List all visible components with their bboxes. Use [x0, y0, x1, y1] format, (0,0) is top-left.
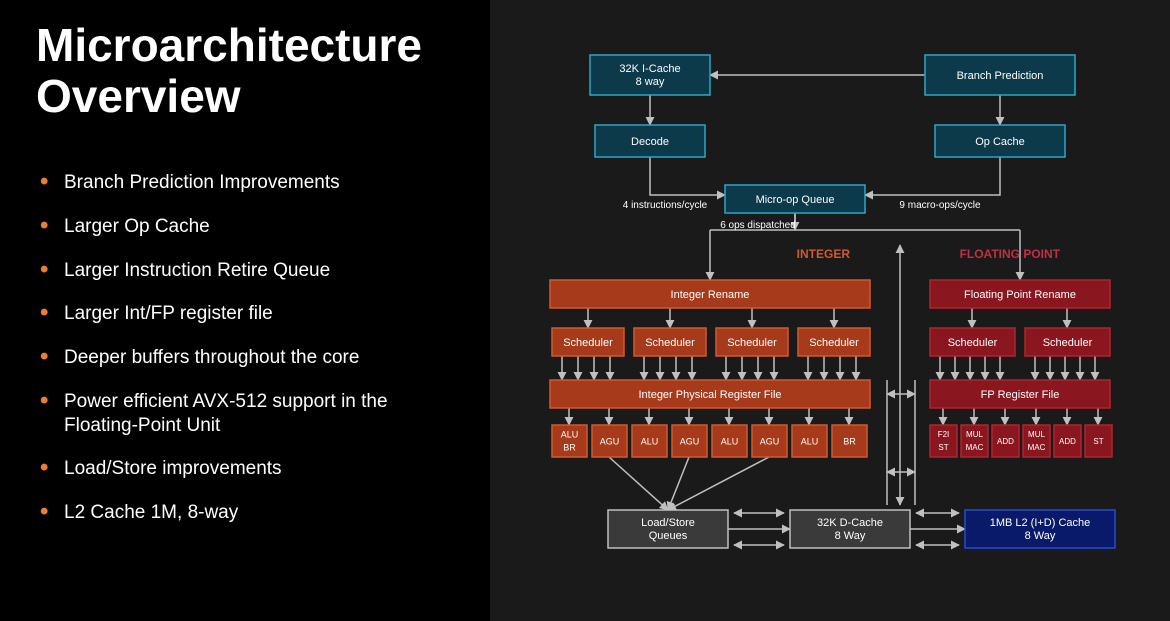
integer-label: INTEGER — [797, 247, 851, 261]
annotation-disp6: 6 ops dispatched — [720, 220, 796, 231]
box-fsch2: Scheduler — [1025, 328, 1110, 356]
svg-text:8 Way: 8 Way — [1025, 530, 1056, 542]
svg-text:Integer Physical Register File: Integer Physical Register File — [638, 389, 781, 401]
svg-text:Scheduler: Scheduler — [645, 337, 695, 349]
box-fsch1: Scheduler — [930, 328, 1015, 356]
bullet-item: Load/Store improvements — [36, 457, 460, 481]
annotation-inst4: 4 instructions/cycle — [623, 200, 708, 211]
box-agu3: AGU — [752, 425, 787, 457]
svg-text:Decode: Decode — [631, 136, 669, 148]
box-f2i: F2I ST — [930, 425, 957, 457]
box-isch1: Scheduler — [552, 328, 624, 356]
box-st: ST — [1085, 425, 1112, 457]
bullet-item: Branch Prediction Improvements — [36, 171, 460, 195]
box-br: BR — [832, 425, 867, 457]
box-branch: Branch Prediction — [925, 55, 1075, 95]
svg-text:MUL: MUL — [966, 430, 983, 439]
svg-text:AGU: AGU — [760, 436, 780, 446]
svg-text:ST: ST — [1093, 437, 1103, 446]
box-alu1: ALU BR — [552, 425, 587, 457]
box-fpren: Floating Point Rename — [930, 280, 1110, 308]
svg-text:Scheduler: Scheduler — [563, 337, 613, 349]
box-l2: 1MB L2 (I+D) Cache8 Way — [965, 510, 1115, 548]
svg-text:ALU: ALU — [561, 429, 579, 439]
svg-text:Scheduler: Scheduler — [1043, 337, 1093, 349]
box-agu1: AGU — [592, 425, 627, 457]
svg-text:Load/Store: Load/Store — [641, 517, 695, 529]
slide-title: Microarchitecture Overview — [36, 20, 460, 121]
svg-text:ALU: ALU — [721, 436, 739, 446]
svg-text:ADD: ADD — [997, 437, 1014, 446]
svg-text:ST: ST — [938, 443, 948, 452]
svg-text:BR: BR — [843, 436, 856, 446]
bullet-item: Larger Int/FP register file — [36, 302, 460, 326]
svg-text:ADD: ADD — [1059, 437, 1076, 446]
svg-text:Scheduler: Scheduler — [948, 337, 998, 349]
svg-text:Integer Rename: Integer Rename — [671, 289, 750, 301]
svg-text:ALU: ALU — [641, 436, 659, 446]
svg-text:AGU: AGU — [600, 436, 620, 446]
box-intren: Integer Rename — [550, 280, 870, 308]
svg-text:MUL: MUL — [1028, 430, 1045, 439]
annotation-mac9: 9 macro-ops/cycle — [899, 200, 981, 211]
box-alu4: ALU — [792, 425, 827, 457]
box-iprf: Integer Physical Register File — [550, 380, 870, 408]
svg-text:Micro-op Queue: Micro-op Queue — [756, 194, 835, 206]
svg-text:Op Cache: Op Cache — [975, 136, 1025, 148]
box-agu2: AGU — [672, 425, 707, 457]
box-mul2: MUL MAC — [1023, 425, 1050, 457]
svg-text:32K I-Cache: 32K I-Cache — [619, 63, 680, 75]
bullet-item: Larger Op Cache — [36, 215, 460, 239]
box-mul1: MUL MAC — [961, 425, 988, 457]
svg-text:8 way: 8 way — [636, 76, 665, 88]
diagram-panel: 32K I-Cache8 way Branch Prediction Decode O… — [490, 0, 1170, 621]
svg-text:8 Way: 8 Way — [835, 530, 866, 542]
svg-text:1MB L2 (I+D) Cache: 1MB L2 (I+D) Cache — [990, 517, 1091, 529]
box-mopq: Micro-op Queue — [725, 185, 865, 213]
svg-text:Scheduler: Scheduler — [809, 337, 859, 349]
svg-text:MAC: MAC — [966, 443, 984, 452]
box-fprf: FP Register File — [930, 380, 1110, 408]
svg-text:BR: BR — [563, 442, 576, 452]
box-isch3: Scheduler — [716, 328, 788, 356]
svg-text:Scheduler: Scheduler — [727, 337, 777, 349]
box-decode: Decode — [595, 125, 705, 157]
bullet-item: Power efficient AVX-512 support in the F… — [36, 390, 460, 438]
svg-text:Branch Prediction: Branch Prediction — [957, 70, 1044, 82]
box-opcache: Op Cache — [935, 125, 1065, 157]
box-alu3: ALU — [712, 425, 747, 457]
box-add1: ADD — [992, 425, 1019, 457]
svg-text:ALU: ALU — [801, 436, 819, 446]
fp-label: FLOATING POINT — [960, 247, 1061, 261]
box-dcache: 32K D-Cache8 Way — [790, 510, 910, 548]
box-add2: ADD — [1054, 425, 1081, 457]
svg-text:AGU: AGU — [680, 436, 700, 446]
svg-text:FP Register File: FP Register File — [981, 389, 1060, 401]
bullet-item: L2 Cache 1M, 8-way — [36, 501, 460, 525]
svg-text:MAC: MAC — [1028, 443, 1046, 452]
title-line-2: Overview — [36, 70, 241, 122]
box-isch4: Scheduler — [798, 328, 870, 356]
svg-text:F2I: F2I — [938, 430, 950, 439]
box-isch2: Scheduler — [634, 328, 706, 356]
bullet-item: Larger Instruction Retire Queue — [36, 259, 460, 283]
bullet-list: Branch Prediction Improvements Larger Op … — [36, 171, 460, 525]
svg-text:Floating Point Rename: Floating Point Rename — [964, 289, 1076, 301]
bullet-item: Deeper buffers throughout the core — [36, 346, 460, 370]
svg-text:32K D-Cache: 32K D-Cache — [817, 517, 883, 529]
box-alu2: ALU — [632, 425, 667, 457]
svg-text:Queues: Queues — [649, 530, 688, 542]
slide: Microarchitecture Overview Branch Predic… — [0, 0, 1170, 621]
box-icache: 32K I-Cache8 way — [590, 55, 710, 95]
left-panel: Microarchitecture Overview Branch Predic… — [0, 0, 490, 621]
architecture-diagram: 32K I-Cache8 way Branch Prediction Decode O… — [490, 0, 1170, 621]
box-lsq: Load/StoreQueues — [608, 510, 728, 548]
title-line-1: Microarchitecture — [36, 19, 422, 71]
